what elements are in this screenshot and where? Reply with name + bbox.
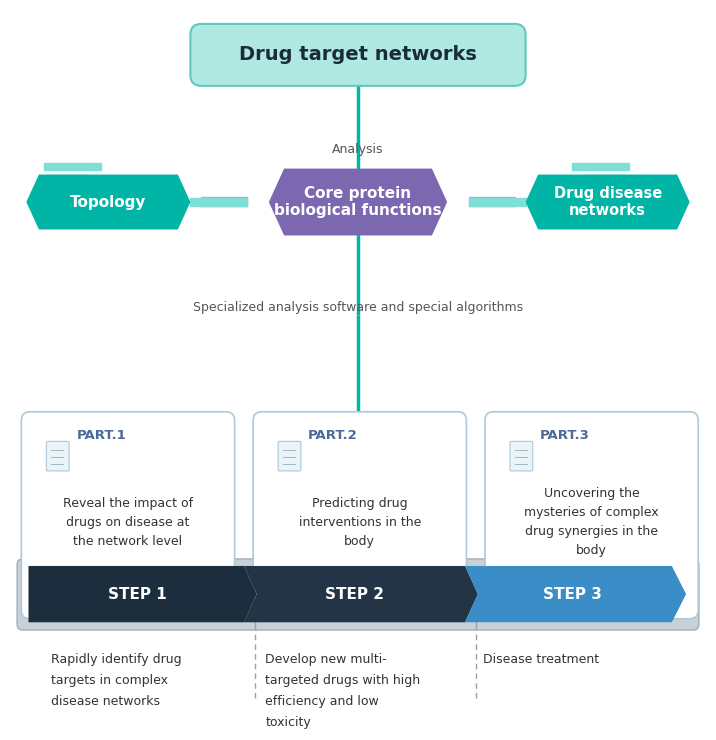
FancyBboxPatch shape xyxy=(253,411,466,619)
Text: PART.1: PART.1 xyxy=(77,429,126,443)
FancyBboxPatch shape xyxy=(510,441,533,471)
Text: PART.3: PART.3 xyxy=(540,429,590,443)
Text: Specialized analysis software and special algorithms: Specialized analysis software and specia… xyxy=(193,301,523,314)
FancyBboxPatch shape xyxy=(190,24,526,86)
Polygon shape xyxy=(526,175,690,229)
FancyBboxPatch shape xyxy=(47,441,69,471)
Text: STEP 1: STEP 1 xyxy=(107,587,166,602)
Text: Analysis: Analysis xyxy=(332,143,384,155)
Text: Predicting drug
interventions in the
body: Predicting drug interventions in the bod… xyxy=(299,497,421,548)
FancyBboxPatch shape xyxy=(278,441,301,471)
Text: Drug disease
networks: Drug disease networks xyxy=(553,186,662,218)
Polygon shape xyxy=(465,566,686,622)
FancyBboxPatch shape xyxy=(17,559,699,630)
Polygon shape xyxy=(268,169,448,235)
Text: Reveal the impact of
drugs on disease at
the network level: Reveal the impact of drugs on disease at… xyxy=(63,497,193,548)
Text: STEP 3: STEP 3 xyxy=(543,587,601,602)
Polygon shape xyxy=(26,175,190,229)
Polygon shape xyxy=(244,566,478,622)
Text: Disease treatment: Disease treatment xyxy=(483,653,599,665)
Text: Develop new multi-
targeted drugs with high
efficiency and low
toxicity: Develop new multi- targeted drugs with h… xyxy=(266,653,420,729)
Text: Uncovering the
mysteries of complex
drug synergies in the
body: Uncovering the mysteries of complex drug… xyxy=(524,488,659,557)
Text: PART.2: PART.2 xyxy=(308,429,358,443)
Text: Drug target networks: Drug target networks xyxy=(239,45,477,64)
Text: STEP 2: STEP 2 xyxy=(325,587,384,602)
FancyBboxPatch shape xyxy=(21,411,235,619)
Text: Topology: Topology xyxy=(70,195,147,209)
Text: Rapidly identify drug
targets in complex
disease networks: Rapidly identify drug targets in complex… xyxy=(52,653,182,707)
Text: Core protein
biological functions: Core protein biological functions xyxy=(274,186,442,218)
Polygon shape xyxy=(29,566,257,622)
FancyBboxPatch shape xyxy=(485,411,698,619)
